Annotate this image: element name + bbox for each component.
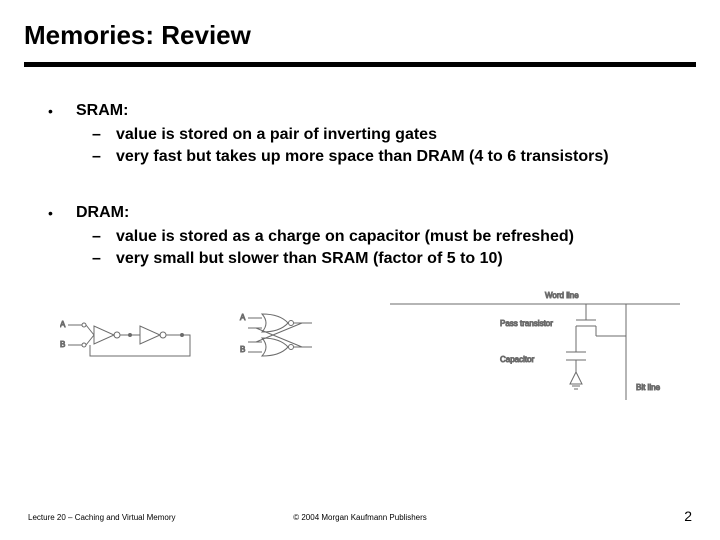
label-b: B — [60, 340, 65, 349]
slide-title: Memories: Review — [24, 20, 251, 51]
label-a: A — [240, 313, 246, 322]
sub-text: value is stored on a pair of inverting g… — [116, 124, 437, 146]
label-b: B — [240, 345, 245, 354]
sub-text: very fast but takes up more space than D… — [116, 146, 609, 168]
label-wordline: Word line — [545, 291, 579, 300]
dash-icon: – — [92, 146, 116, 168]
bullet-head: SRAM: — [76, 100, 128, 122]
bullet-dot-icon: • — [48, 100, 76, 122]
sub-bullet: – value is stored as a charge on capacit… — [92, 226, 688, 248]
bullet-dot-icon: • — [48, 202, 76, 224]
footer-page-number: 2 — [684, 508, 692, 524]
diagram-area: A B — [60, 290, 680, 430]
bullet-head: DRAM: — [76, 202, 129, 224]
sub-bullet: – value is stored on a pair of inverting… — [92, 124, 688, 146]
label-pass: Pass transistor — [500, 319, 553, 328]
circuit-diagrams: A B — [60, 290, 680, 430]
sram-nor-diagram: A B — [240, 313, 312, 356]
footer-center: © 2004 Morgan Kaufmann Publishers — [0, 513, 720, 522]
dash-icon: – — [92, 248, 116, 270]
bullet-dram: • DRAM: – value is stored as a charge on… — [48, 202, 688, 270]
label-bitline: Bit line — [636, 383, 661, 392]
slide: Memories: Review • SRAM: – value is stor… — [0, 0, 720, 540]
sub-text: very small but slower than SRAM (factor … — [116, 248, 503, 270]
label-a: A — [60, 320, 66, 329]
sub-bullet: – very fast but takes up more space than… — [92, 146, 688, 168]
content-area: • SRAM: – value is stored on a pair of i… — [48, 100, 688, 270]
bullet-row: • DRAM: — [48, 202, 688, 224]
bullet-sram: • SRAM: – value is stored on a pair of i… — [48, 100, 688, 168]
label-cap: Capacitor — [500, 355, 535, 364]
title-underline — [24, 62, 696, 67]
sram-inverter-diagram: A B — [60, 320, 190, 356]
dash-icon: – — [92, 124, 116, 146]
dram-cell-diagram: Word line Pass transistor — [390, 291, 680, 400]
sub-bullet: – very small but slower than SRAM (facto… — [92, 248, 688, 270]
bullet-row: • SRAM: — [48, 100, 688, 122]
sub-text: value is stored as a charge on capacitor… — [116, 226, 574, 248]
dash-icon: – — [92, 226, 116, 248]
